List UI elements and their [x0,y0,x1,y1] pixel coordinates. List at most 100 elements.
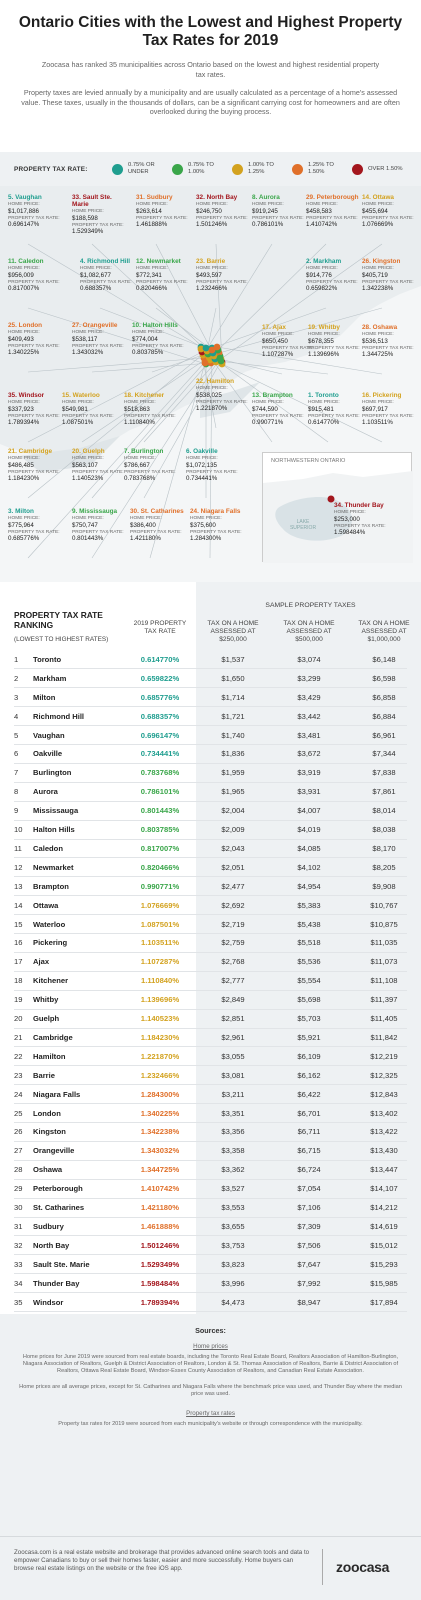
home-price-value: $538,117 [72,335,98,343]
table-row: 11 Caledon 0.817007% $2,043 $4,085 $8,170 [0,839,421,858]
city-cell: Caledon [33,843,63,853]
tax-1m-cell: $10,875 [370,919,398,929]
tax-500k-cell: $5,518 [297,938,321,948]
rate-cell: 0.803785% [140,825,180,835]
tax-250k-cell: $3,211 [221,1089,245,1099]
row-divider [14,1178,407,1180]
city-name: 26. Kingston [362,258,401,265]
description-text: Property taxes are levied annually by a … [21,88,400,117]
city-label: 29. Peterborough HOME PRICE: $458,583 PROPE… [306,194,364,228]
city-label: 35. Windsor HOME PRICE: $337,923 PROPERTY T… [8,392,66,426]
tax-500k-cell: $4,102 [297,862,321,872]
home-price-value: $458,583 [306,207,332,215]
table-row: 31 Sudbury 1.461888% $3,655 $7,309 $14,619 [0,1217,421,1236]
city-name: 28. Oshawa [362,324,398,331]
tax-500k-cell: $7,647 [297,1259,321,1269]
home-price-label: HOME PRICE: [186,456,218,462]
city-cell: Whitby [33,995,59,1005]
row-divider [14,800,407,802]
header: Ontario Cities with the Lowest and Highe… [0,0,421,150]
rate-cell: 0.786101% [140,787,180,797]
city-cell: Markham [33,673,67,683]
rank-cell: 12 [14,862,23,872]
tax-250k-cell: $1,537 [221,654,245,664]
tax-500k-cell: $6,711 [297,1127,321,1137]
rate-cell: 1.139696% [140,995,180,1005]
city-name: 33. Sault Ste. Marie [72,194,112,209]
home-price-value: $337,923 [8,405,34,413]
city-label: 9. Mississauga HOME PRICE: $750,747 PROPERT… [72,508,130,542]
tax-rate-value: 1.344725% [362,351,394,359]
tax-rate-label: PROPERTY TAX RATE: [72,343,124,349]
city-dot [216,354,224,362]
tax-rate-label: PROPERTY TAX RATE: [132,343,184,349]
row-divider [14,1065,407,1067]
city-name: 31. Sudbury [136,194,173,201]
tax-rate-label: PROPERTY TAX RATE: [136,279,188,285]
table-row: 7 Burlington 0.783768% $1,959 $3,919 $7,838 [0,763,421,782]
table-row: 9 Mississauga 0.801443% $2,004 $4,007 $8,014 [0,801,421,820]
tax-500k-cell: $4,007 [297,806,321,816]
legend-item: 0.75% TO 1.00% [172,162,232,176]
table-row: 34 Thunder Bay 1.598484% $3,996 $7,992 $15,98… [0,1274,421,1293]
home-price-value: $744,590 [252,405,278,413]
sample-taxes-header: SAMPLE PROPERTY TAXES [265,602,356,609]
tax-rate-value: 1.140523% [72,475,104,483]
city-label: 2. Markham HOME PRICE: $914,776 PROPERTY TA… [306,258,364,292]
city-name: 27. Orangeville [72,322,118,329]
tax-250k-cell: $3,081 [221,1070,245,1080]
rank-cell: 2 [14,673,19,683]
city-name: 19. Whitby [308,324,340,331]
home-price-value: $750,747 [72,521,98,529]
tax-rate-label: PROPERTY TAX RATE: [124,469,176,475]
tax-1m-cell: $8,014 [372,806,396,816]
home-price-label: HOME PRICE: [72,209,104,215]
city-cell: Ajax [33,957,50,967]
home-price-value: $1,017,886 [8,207,39,215]
leader-line [216,346,383,375]
rank-header: PROPERTY TAX RATE RANKING (LOWEST TO HIG… [14,610,124,643]
footer: Zoocasa.com is a real estate website and… [0,1536,421,1600]
legend-item: 1.00% TO 1.25% [232,162,292,176]
table-row: 17 Ajax 1.107287% $2,768 $5,536 $11,073 [0,952,421,971]
city-name: 23. Barrie [196,258,226,265]
rate-cell: 1.087501% [140,919,180,929]
leader-line [155,243,216,358]
home-price-value: $919,245 [252,207,278,215]
home-price-label: HOME PRICE: [62,400,94,406]
tax-1m-cell: $8,038 [372,825,396,835]
land-shape [0,186,421,456]
tax-rate-value: 1.421180% [130,535,161,543]
city-dot [202,344,210,352]
tax-rate-value: 0.685776% [8,535,40,543]
tax-rate-value: 1.789394% [8,419,40,427]
city-cell: Newmarket [33,862,74,872]
city-cell: Thunder Bay [33,1278,80,1288]
city-cell: Peterborough [33,1184,83,1194]
table-row: 33 Sault Ste. Marie 1.529349% $3,823 $7,647 $… [0,1255,421,1274]
zoocasa-logo[interactable]: zoocasa [336,1559,390,1575]
tax-rate-value: 1.110840% [124,419,155,427]
rank-cell: 11 [14,843,22,853]
tax-rate-label: PROPERTY TAX RATE: [334,523,386,529]
city-cell: Windsor [33,1297,64,1307]
row-divider [14,819,407,821]
home-price-value: $1,072,135 [186,461,217,469]
city-label: 26. Kingston HOME PRICE: $405,719 PROPERTY … [362,258,420,292]
tax-rate-value: 1.340225% [8,349,40,357]
table-row: 6 Oakville 0.734441% $1,836 $3,672 $7,344 [0,745,421,764]
home-price-value: $263,614 [136,207,162,215]
city-name: 3. Milton [8,508,34,515]
city-name: 11. Caledon [8,258,44,265]
tax-rate-label: PROPERTY TAX RATE: [8,215,60,221]
city-cell: Toronto [33,654,62,664]
tax-rate-value: 0.688357% [80,285,112,293]
rank-cell: 26 [14,1127,23,1137]
row-divider [14,1159,407,1161]
tax-rate-value: 1.410742% [306,221,338,229]
legend-dot-icon [112,163,123,175]
city-cell: Kingston [33,1127,66,1137]
city-cell: Burlington [33,768,72,778]
tax-rate-value: 1.529349% [72,228,104,236]
tax-rate-label: PROPERTY TAX RATE: [306,215,358,221]
